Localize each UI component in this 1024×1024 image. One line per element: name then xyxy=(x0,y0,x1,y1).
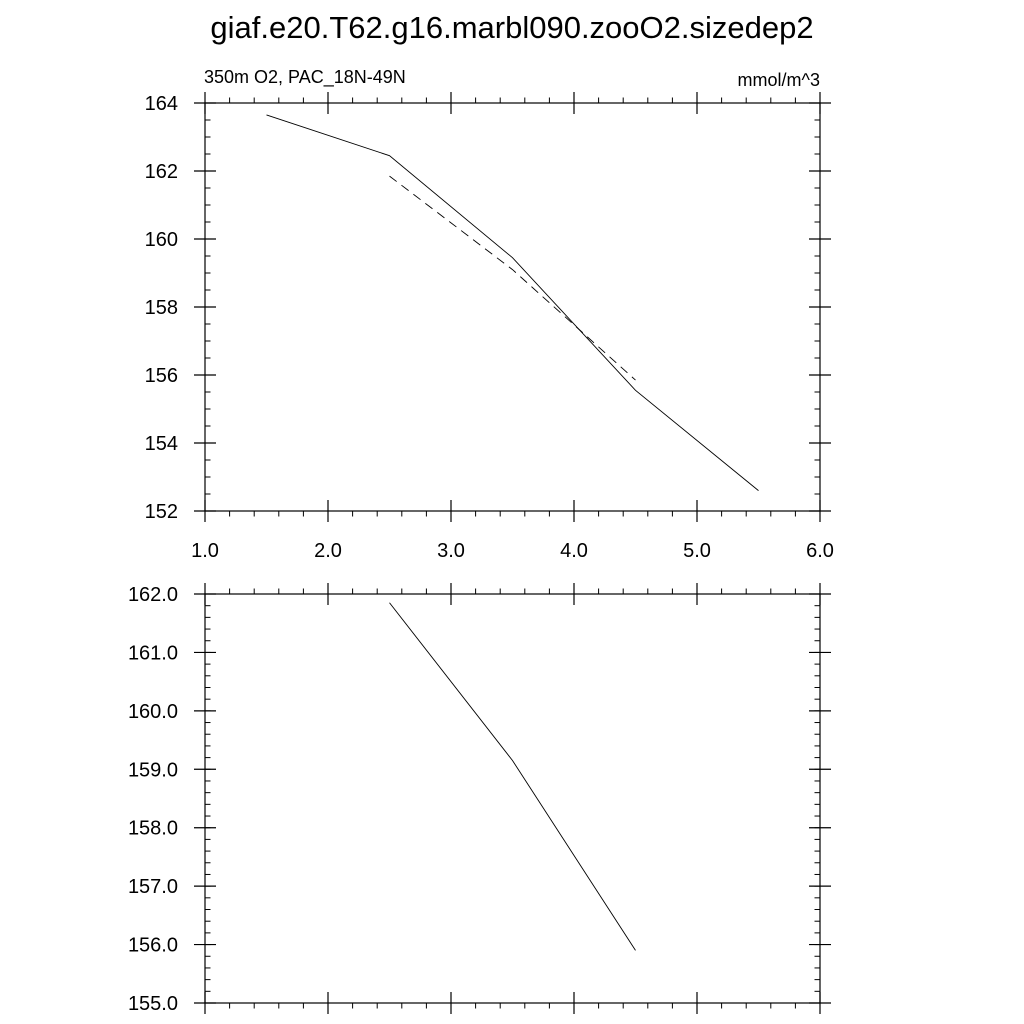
x-tick-label: 2.0 xyxy=(314,540,342,562)
y-tick-label: 158 xyxy=(145,297,178,319)
y-tick-label: 159.0 xyxy=(128,759,178,781)
y-tick-label: 152 xyxy=(145,501,178,523)
y-tick-label: 162 xyxy=(145,161,178,183)
x-tick-label: 1.0 xyxy=(191,540,219,562)
y-tick-label: 157.0 xyxy=(128,876,178,898)
plot-frame xyxy=(204,102,821,512)
upper-panel-left-label: 350m O2, PAC_18N-49N xyxy=(204,67,406,88)
solid-series-line-0 xyxy=(389,602,636,951)
y-tick-label: 156 xyxy=(145,365,178,387)
y-tick-label: 154 xyxy=(145,433,178,455)
x-tick-label: 6.0 xyxy=(806,540,834,562)
x-tick-label: 3.0 xyxy=(437,540,465,562)
y-tick-label: 160.0 xyxy=(128,701,178,723)
upper-panel: 350m O2, PAC_18N-49N mmol/m^3 152 154 156 1… xyxy=(145,67,834,562)
y-tick-label: 162.0 xyxy=(128,584,178,606)
upper-panel-units-label: mmol/m^3 xyxy=(738,70,820,90)
y-tick-label: 156.0 xyxy=(128,935,178,957)
y-tick-label: 164 xyxy=(145,93,178,115)
y-tick-label: 158.0 xyxy=(128,818,178,840)
dashed-series-line-1 xyxy=(389,175,636,381)
y-tick-label: 160 xyxy=(145,229,178,251)
y-tick-label: 155.0 xyxy=(128,993,178,1015)
chart-title: giaf.e20.T62.g16.marbl090.zooO2.sizedep2 xyxy=(210,10,813,45)
x-tick-label: 4.0 xyxy=(560,540,588,562)
y-tick-label: 161.0 xyxy=(128,642,178,664)
lower-panel: 155.0 156.0 157.0 158.0 159.0 160.0 161.0 162.0 xyxy=(128,583,831,1015)
plot-frame xyxy=(204,593,821,1004)
solid-series-line-0 xyxy=(266,114,759,491)
x-tick-label: 5.0 xyxy=(683,540,711,562)
